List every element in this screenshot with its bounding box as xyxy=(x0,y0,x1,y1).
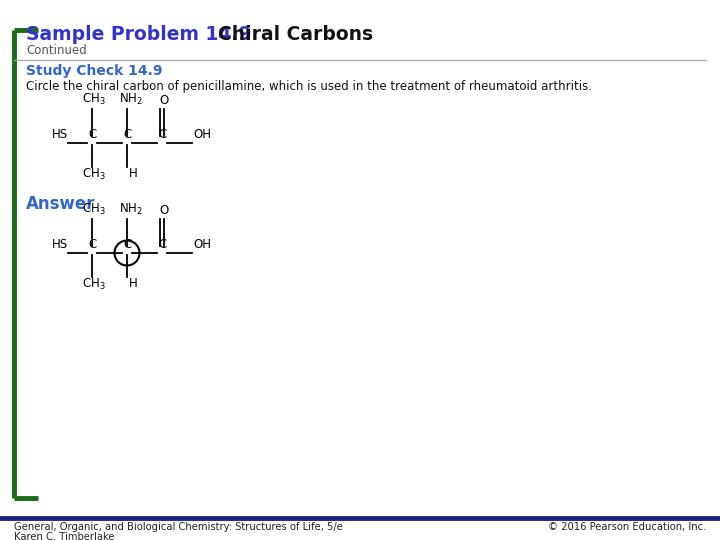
Text: Study Check 14.9: Study Check 14.9 xyxy=(26,64,163,78)
Text: O: O xyxy=(159,94,168,107)
Text: Continued: Continued xyxy=(26,44,86,57)
Text: C: C xyxy=(158,238,166,251)
Text: C: C xyxy=(123,128,131,141)
Text: HS: HS xyxy=(52,128,68,141)
Text: H: H xyxy=(129,277,138,290)
Text: Circle the chiral carbon of penicillamine, which is used in the treatment of rhe: Circle the chiral carbon of penicillamin… xyxy=(26,80,592,93)
Text: H: H xyxy=(129,167,138,180)
Text: HS: HS xyxy=(52,238,68,251)
Text: © 2016 Pearson Education, Inc.: © 2016 Pearson Education, Inc. xyxy=(548,522,706,532)
Text: OH: OH xyxy=(193,238,211,251)
Text: C: C xyxy=(123,238,131,251)
Text: NH$_2$: NH$_2$ xyxy=(119,202,143,217)
Text: CH$_3$: CH$_3$ xyxy=(82,92,106,107)
Text: CH$_3$: CH$_3$ xyxy=(82,202,106,217)
Text: Sample Problem 14.9: Sample Problem 14.9 xyxy=(26,25,251,44)
Text: CH$_3$: CH$_3$ xyxy=(82,167,106,182)
Text: C: C xyxy=(88,128,96,141)
Text: C: C xyxy=(158,128,166,141)
Text: CH$_3$: CH$_3$ xyxy=(82,277,106,292)
Text: Karen C. Timberlake: Karen C. Timberlake xyxy=(14,532,114,540)
Text: C: C xyxy=(88,238,96,251)
Text: Answer: Answer xyxy=(26,195,96,213)
Text: Chiral Carbons: Chiral Carbons xyxy=(205,25,373,44)
Text: NH$_2$: NH$_2$ xyxy=(119,92,143,107)
Text: OH: OH xyxy=(193,128,211,141)
Text: O: O xyxy=(159,204,168,217)
Text: General, Organic, and Biological Chemistry: Structures of Life, 5/e: General, Organic, and Biological Chemist… xyxy=(14,522,343,532)
